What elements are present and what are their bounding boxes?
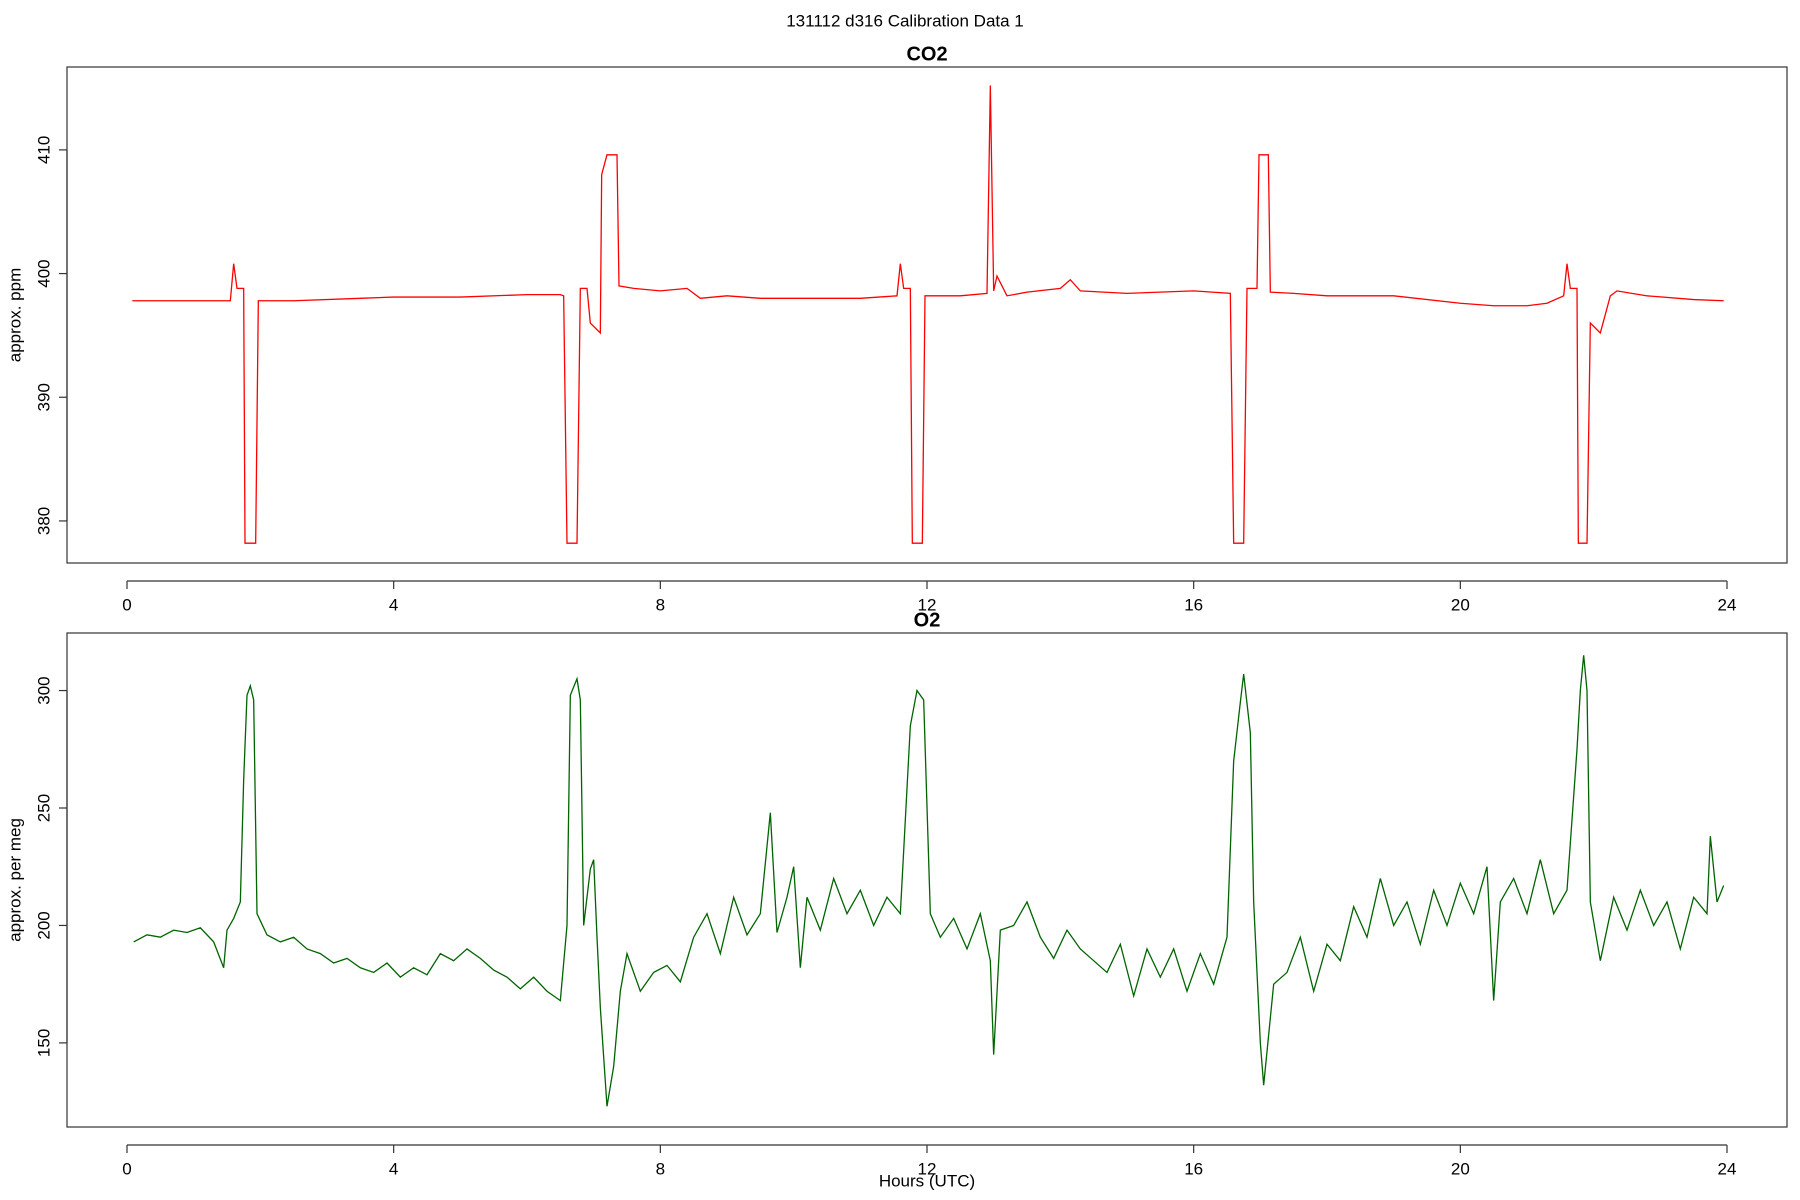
y-tick-label: 250 — [34, 794, 53, 822]
y-tick-label: 390 — [34, 383, 53, 411]
x-tick-label: 24 — [1718, 595, 1737, 614]
x-tick-label: 4 — [389, 1159, 398, 1178]
y-tick-label: 380 — [34, 507, 53, 535]
x-tick-label: 12 — [918, 595, 937, 614]
x-tick-label: 8 — [656, 1159, 665, 1178]
y-tick-label: 150 — [34, 1029, 53, 1057]
x-tick-label: 0 — [122, 595, 131, 614]
x-tick-label: 0 — [122, 1159, 131, 1178]
data-line — [132, 85, 1724, 544]
plot-box — [66, 66, 1788, 564]
x-tick-label: 16 — [1184, 595, 1203, 614]
x-tick-label: 20 — [1451, 595, 1470, 614]
y-axis-label: approx. per meg — [5, 818, 24, 942]
x-tick-label: 4 — [389, 595, 398, 614]
x-tick-label: 20 — [1451, 1159, 1470, 1178]
data-line — [133, 655, 1725, 1107]
x-tick-label: 8 — [656, 595, 665, 614]
panel-title: CO2 — [906, 43, 947, 65]
x-axis-label: Hours (UTC) — [879, 1171, 975, 1190]
x-tick-label: 16 — [1184, 1159, 1203, 1178]
y-tick-label: 200 — [34, 911, 53, 939]
plot-box — [66, 632, 1788, 1128]
figure-title: 131112 d316 Calibration Data 1 — [786, 11, 1024, 30]
y-tick-label: 400 — [34, 259, 53, 287]
panel-title: O2 — [914, 609, 941, 631]
y-axis-label: approx. ppm — [5, 268, 24, 363]
y-tick-label: 410 — [34, 136, 53, 164]
y-tick-label: 300 — [34, 676, 53, 704]
x-tick-label: 24 — [1718, 1159, 1737, 1178]
x-tick-label: 12 — [918, 1159, 937, 1178]
